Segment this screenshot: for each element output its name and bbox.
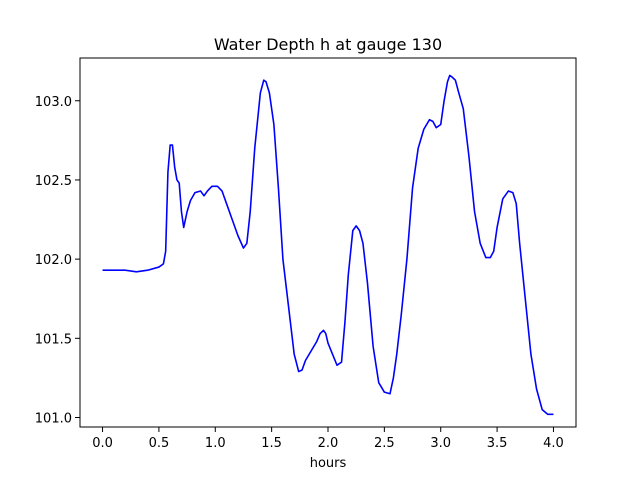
- y-axis-ticks: 101.0 101.5 102.0 102.5 103.0: [35, 95, 80, 426]
- axes-frame: [79, 57, 577, 428]
- x-tick-label: 3.0: [430, 436, 451, 451]
- x-tick-label: 2.0: [318, 436, 339, 451]
- plot-area: [102, 74, 554, 416]
- y-tick-label: 101.5: [35, 332, 72, 347]
- x-tick-label: 2.5: [374, 436, 395, 451]
- y-tick-label: 103.0: [35, 95, 72, 110]
- x-tick-label: 4.0: [543, 436, 564, 451]
- x-tick-label: 0.0: [92, 436, 113, 451]
- x-tick-label: 0.5: [149, 436, 170, 451]
- x-tick-label: 1.5: [261, 436, 282, 451]
- y-tick-label: 101.0: [35, 411, 72, 426]
- x-tick-label: 1.0: [205, 436, 226, 451]
- x-tick-label: 3.5: [487, 436, 508, 451]
- chart-title: Water Depth h at gauge 130: [214, 35, 442, 54]
- y-tick-label: 102.0: [35, 253, 72, 268]
- series-line-0: [102, 74, 554, 416]
- x-axis-ticks: 0.0 0.5 1.0 1.5 2.0 2.5 3.0 3.5 4.0: [92, 427, 564, 451]
- y-tick-label: 102.5: [35, 174, 72, 189]
- x-axis-label: hours: [310, 456, 347, 471]
